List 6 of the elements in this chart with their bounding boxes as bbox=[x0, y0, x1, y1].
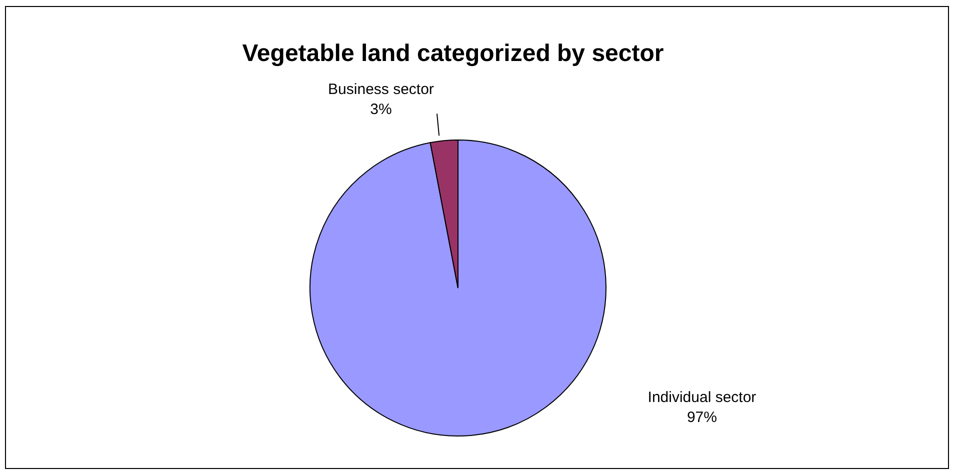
chart-title: Vegetable land categorized by sector bbox=[241, 40, 665, 68]
slice-label: Business sector bbox=[328, 80, 434, 98]
slice-label: Individual sector bbox=[648, 389, 756, 406]
data-label: 97% bbox=[686, 409, 718, 426]
data-label: 3% bbox=[370, 100, 392, 118]
pie-slice bbox=[310, 140, 606, 436]
